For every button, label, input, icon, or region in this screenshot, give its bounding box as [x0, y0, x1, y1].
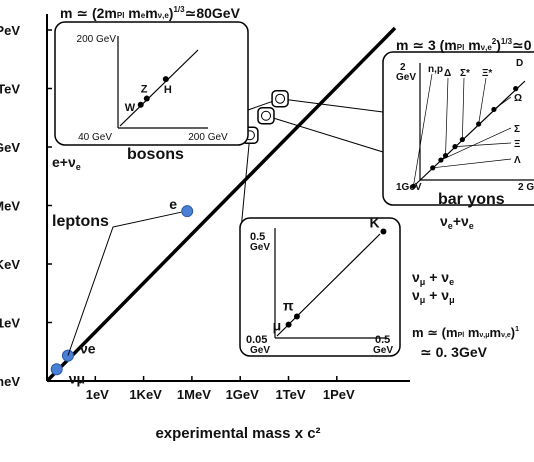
inset-bosons: 200 GeV 40 GeV 200 GeV WZ H: [77, 34, 229, 143]
baryons-leader-line: [432, 158, 512, 169]
leptons-label: leptons: [52, 213, 109, 230]
x-tick-label: 1GeV: [226, 387, 260, 402]
bosons-y-tick-label: 200 GeV: [77, 34, 117, 45]
x-tick-label: 1PeV: [323, 387, 355, 402]
lepton-point-label: e: [169, 196, 177, 212]
lepton-point-label: νe: [80, 341, 96, 357]
baryons-right-label: Λ: [514, 155, 521, 166]
bosons-connector-right: [280, 98, 384, 113]
baryons-right-label: Ξ: [514, 139, 521, 150]
mesons-diagonal: [276, 233, 381, 337]
mesons-point: [380, 228, 387, 235]
main-ticks: 1eV 1KeV 1MeV 1GeV 1TeV 1PeV meV 1eV KeV MeV GeV Te…: [0, 23, 355, 402]
baryons-point: [513, 86, 519, 92]
baryons-y-tick-label: 2: [400, 62, 406, 73]
lepton-point: [181, 205, 194, 218]
baryons-top-label: Σ*: [460, 68, 470, 79]
baryons-y-tick-label-unit: GeV: [396, 72, 416, 83]
mesons-point-label: μ: [273, 318, 282, 334]
bosons-origin-label: 40 GeV: [78, 132, 112, 143]
mesons-inset-frame: [239, 217, 401, 357]
baryons-leader-line: [462, 77, 465, 140]
mesons-point: [293, 313, 300, 320]
group-marker-ring: [275, 93, 286, 104]
baryons-x-tick-label: 2 G: [518, 182, 534, 193]
baryons-formula: m ≃ 3 (mPl mν,e2)1/3≃0: [396, 37, 532, 53]
lepton-point-label: νμ: [69, 370, 85, 386]
baryons-right-label: Ω: [514, 93, 522, 104]
bosons-point-label: Z: [141, 84, 148, 96]
bosons-diagonal: [119, 49, 199, 127]
y-tick-label: PeV: [0, 23, 20, 38]
baryons-top-label: Ξ*: [482, 68, 492, 79]
x-tick-label: 1KeV: [129, 387, 162, 402]
mesons-x-tick-unit: GeV: [373, 345, 393, 356]
baryons-leader-line: [478, 77, 487, 125]
main-xlabel: experimental mass x c²: [155, 425, 320, 442]
baryons-nu-label: νe+νe: [440, 213, 474, 231]
baryons-leader-line: [413, 73, 433, 187]
y-tick-label: MeV: [0, 199, 20, 214]
baryons-origin-label: 1GeV: [396, 182, 422, 193]
mesons-y-tick-unit: GeV: [250, 242, 270, 253]
baryons-leader-line: [454, 142, 512, 147]
y-tick-label: 1eV: [0, 316, 20, 331]
baryons-label: bar yons: [438, 191, 505, 208]
y-tick-label: GeV: [0, 140, 20, 155]
bosons-point-label: H: [164, 84, 172, 96]
baryons-leader-line: [440, 127, 512, 161]
mesons-origin-label: 0.05: [246, 334, 267, 346]
baryons-top-label: D: [516, 58, 523, 69]
mesons-formula-result: ≃ 0. 3GeV: [420, 344, 488, 360]
bosons-point-label: W: [125, 102, 136, 114]
mesons-formula: m ≃ (mPl mν,μmν,e)1: [412, 325, 519, 340]
baryons-connector: [265, 115, 384, 153]
mesons-x-tick-label: 0.5: [375, 334, 390, 346]
y-tick-label: TeV: [0, 82, 20, 97]
baryons-top-label: n,p: [428, 64, 443, 75]
bosons-point: [162, 76, 169, 83]
leptons-pointer: [67, 211, 182, 356]
baryons-leader-line: [445, 77, 449, 156]
group-marker-ring: [260, 110, 271, 121]
bosons-label: bosons: [127, 146, 184, 163]
x-tick-label: 1TeV: [275, 387, 305, 402]
y-tick-label: KeV: [0, 257, 20, 272]
mesons-point: [285, 321, 292, 328]
mesons-nu-label-1: νμ + νe: [412, 269, 454, 287]
mesons-point-label: K: [369, 215, 379, 231]
mesons-nu-label-2: νμ + νμ: [412, 287, 455, 305]
bosons-nu-label: e+νe: [52, 154, 81, 172]
mesons-point-label: π: [283, 297, 294, 313]
bosons-point: [137, 101, 144, 108]
baryons-right-label: Σ: [514, 124, 520, 135]
bosons-x-tick-label: 200 GeV: [188, 132, 228, 143]
mesons-y-tick-label: 0.5: [250, 231, 265, 243]
baryons-top-label: Δ: [444, 68, 451, 79]
main-diagonal-line: [45, 26, 397, 383]
y-tick-label: meV: [0, 374, 20, 389]
mesons-origin-unit: GeV: [250, 345, 270, 356]
baryons-leader-line: [493, 96, 512, 110]
x-tick-label: 1eV: [86, 387, 109, 402]
baryons-inset-frame: [382, 51, 534, 206]
x-tick-label: 1MeV: [177, 387, 211, 402]
bosons-formula: m ≃ (2mPl memν,e)1/3≃80GeV: [60, 5, 241, 21]
bosons-point: [143, 95, 150, 102]
lepton-point: [50, 363, 63, 376]
bosons-inset-frame: [54, 21, 249, 146]
